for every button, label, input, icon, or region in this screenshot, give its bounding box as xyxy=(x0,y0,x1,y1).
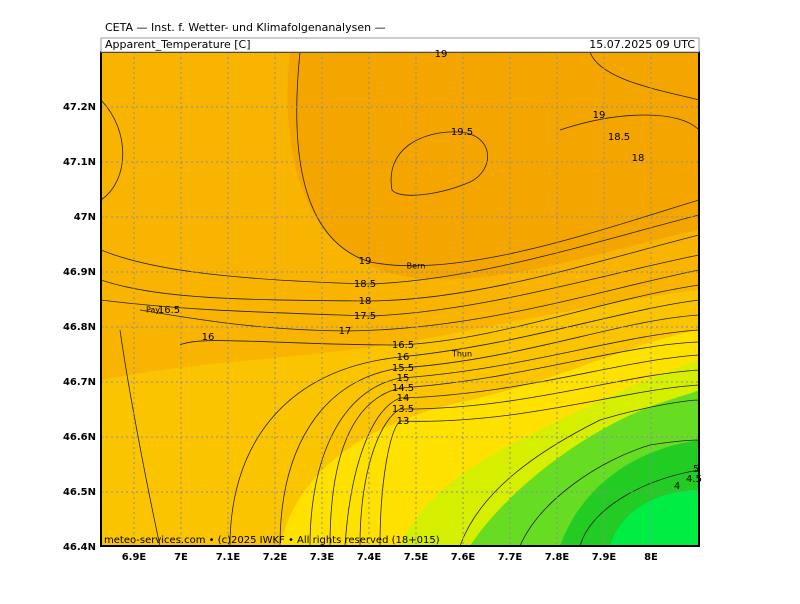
contour-label: 17.5 xyxy=(354,311,376,322)
place-name: Pay xyxy=(146,306,160,315)
lon-label: 7.2E xyxy=(263,552,288,563)
contour-label: 19 xyxy=(435,49,448,60)
lat-label: 47.2N xyxy=(63,102,96,113)
lon-label: 7.6E xyxy=(451,552,476,563)
grid xyxy=(101,52,699,546)
contour-label: 16.5 xyxy=(158,305,180,316)
title-bar xyxy=(100,37,700,53)
field xyxy=(101,52,699,546)
lon-label: 7.1E xyxy=(216,552,241,563)
lon-label: 8E xyxy=(644,552,658,563)
contour-label: 14.5 xyxy=(392,383,414,394)
lon-label: 7.4E xyxy=(357,552,382,563)
contour-label: 18 xyxy=(632,153,645,164)
lon-label: 7.8E xyxy=(545,552,570,563)
lon-label: 7E xyxy=(174,552,188,563)
contour-label: 19.5 xyxy=(451,127,473,138)
contour-label: 4 xyxy=(674,481,680,492)
lon-label: 7.3E xyxy=(310,552,335,563)
field-name: Apparent_Temperature [C] xyxy=(105,38,251,51)
lat-label: 46.6N xyxy=(63,432,96,443)
contour-label: 5 xyxy=(693,464,699,475)
valid-time: 15.07.2025 09 UTC xyxy=(589,38,695,51)
contour-label: 18.5 xyxy=(608,132,630,143)
contour-label: 16 xyxy=(202,332,215,343)
header: CETA — Inst. f. Wetter- und Klimafolgena… xyxy=(105,21,386,34)
lat-label: 46.5N xyxy=(63,487,96,498)
contour-label: 15 xyxy=(397,373,410,384)
lat-label: 46.8N xyxy=(63,322,96,333)
contour-label: 17 xyxy=(339,326,352,337)
lat-label: 47.1N xyxy=(63,157,96,168)
footer: meteo-services.com • (c)2025 IWKF • All … xyxy=(104,535,440,546)
lon-label: 7.9E xyxy=(592,552,617,563)
contour-label: 16 xyxy=(397,352,410,363)
lon-label: 7.7E xyxy=(498,552,523,563)
contour-label: 14 xyxy=(397,393,410,404)
lat-label: 47N xyxy=(74,212,96,223)
contour-label: 15.5 xyxy=(392,363,414,374)
contour-label: 13 xyxy=(397,416,410,427)
lat-label: 46.7N xyxy=(63,377,96,388)
lon-label: 7.5E xyxy=(404,552,429,563)
place-name: Bern xyxy=(407,262,426,271)
contour-label: 16.5 xyxy=(392,340,414,351)
lon-label: 6.9E xyxy=(122,552,147,563)
contour-label: 18 xyxy=(359,296,372,307)
lat-label: 46.9N xyxy=(63,267,96,278)
contour-label: 19 xyxy=(359,256,372,267)
contour-label: 13.5 xyxy=(392,404,414,415)
contour-label: 19 xyxy=(593,110,606,121)
contour-label: 18.5 xyxy=(354,279,376,290)
place-name: Thun xyxy=(451,350,472,359)
lat-label: 46.4N xyxy=(63,542,96,553)
contour-label: 4.5 xyxy=(686,474,702,485)
